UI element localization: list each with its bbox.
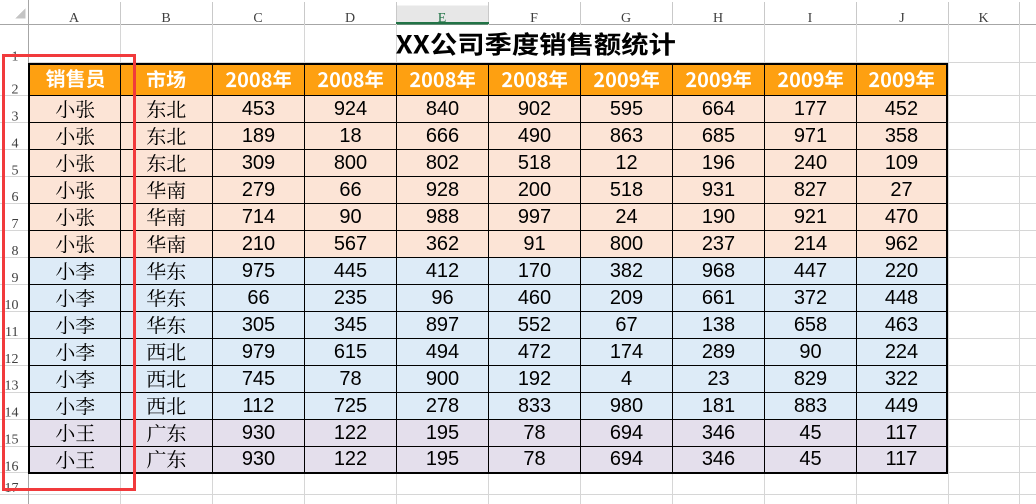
svg-text:C: C [253,11,262,26]
svg-text:10: 10 [5,298,19,313]
svg-text:13: 13 [5,379,19,394]
svg-text:A: A [69,11,80,26]
svg-text:K: K [978,11,988,26]
svg-text:B: B [161,11,170,26]
svg-text:4: 4 [12,136,19,151]
svg-text:5: 5 [12,163,19,178]
svg-text:1: 1 [12,50,19,65]
svg-text:G: G [621,11,631,26]
svg-text:16: 16 [5,460,19,475]
svg-text:3: 3 [12,109,19,124]
svg-text:I: I [808,11,813,26]
svg-text:F: F [530,11,538,26]
svg-text:14: 14 [5,406,19,421]
svg-text:15: 15 [5,433,19,448]
svg-text:12: 12 [5,352,19,367]
svg-text:6: 6 [12,190,19,205]
svg-text:7: 7 [12,217,19,232]
svg-text:H: H [713,11,723,26]
svg-text:D: D [345,11,355,26]
svg-text:2: 2 [12,83,19,98]
svg-text:8: 8 [12,244,19,259]
svg-text:J: J [899,11,905,26]
svg-text:11: 11 [5,325,18,340]
svg-text:E: E [438,11,447,26]
svg-text:9: 9 [12,271,19,286]
